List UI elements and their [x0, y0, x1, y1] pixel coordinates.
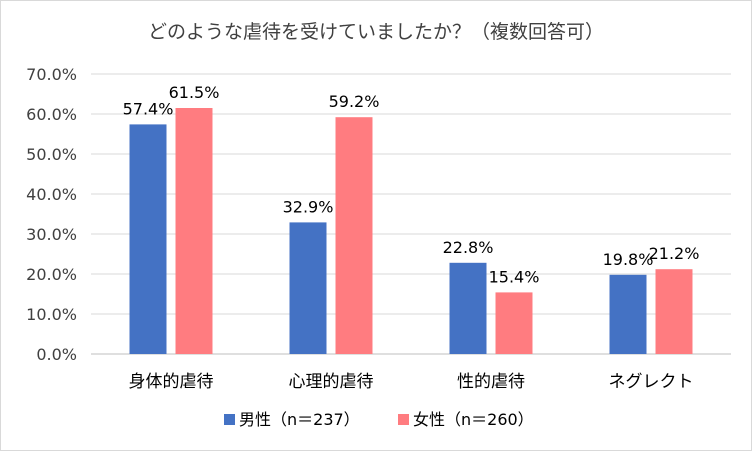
x-axis: 身体的虐待 心理的虐待 性的虐待 ネグレクト — [129, 372, 694, 392]
bar-male — [289, 222, 327, 354]
x-tick-label: 性的虐待 — [457, 372, 525, 392]
legend-swatch-female — [398, 414, 409, 425]
data-label: 22.8% — [443, 238, 494, 257]
x-tick-label: 心理的虐待 — [289, 372, 374, 392]
y-tick-label: 20.0% — [26, 265, 77, 284]
data-label: 19.8% — [603, 250, 654, 269]
y-tick-label: 0.0% — [36, 345, 77, 364]
y-tick-label: 30.0% — [26, 225, 77, 244]
legend-label: 男性（n＝237） — [239, 410, 360, 429]
y-tick-label: 60.0% — [26, 105, 77, 124]
bar-female — [335, 117, 373, 354]
bar-female — [495, 292, 533, 354]
data-label: 32.9% — [283, 197, 334, 216]
data-label: 15.4% — [489, 267, 540, 286]
bar-male — [129, 124, 167, 355]
bar-male — [449, 262, 487, 354]
legend: 男性（n＝237） 女性（n＝260） — [224, 410, 534, 429]
x-tick-label: ネグレクト — [609, 372, 694, 392]
y-tick-label: 40.0% — [26, 185, 77, 204]
data-label: 57.4% — [123, 99, 174, 118]
y-tick-label: 50.0% — [26, 145, 77, 164]
bar-female — [175, 108, 213, 354]
y-tick-label: 10.0% — [26, 305, 77, 324]
legend-label: 女性（n＝260） — [413, 410, 534, 429]
chart-title: どのような虐待を受けていましたか？（複数回答可） — [148, 21, 604, 43]
data-label: 61.5% — [169, 83, 220, 102]
bar-male — [609, 274, 647, 354]
data-label: 21.2% — [649, 244, 700, 263]
bar-female — [655, 269, 693, 354]
data-label: 59.2% — [329, 92, 380, 111]
bars: 57.4%61.5% 32.9% 59.2% 22.8% 15.4% 19.8%21.2% — [123, 83, 700, 355]
x-tick-label: 身体的虐待 — [129, 372, 214, 392]
legend-swatch-male — [224, 414, 235, 425]
y-tick-label: 70.0% — [26, 65, 77, 84]
y-axis: 0.0% 10.0% 20.0% 30.0% 40.0% 50.0% 60.0% 70.0% — [26, 65, 77, 364]
